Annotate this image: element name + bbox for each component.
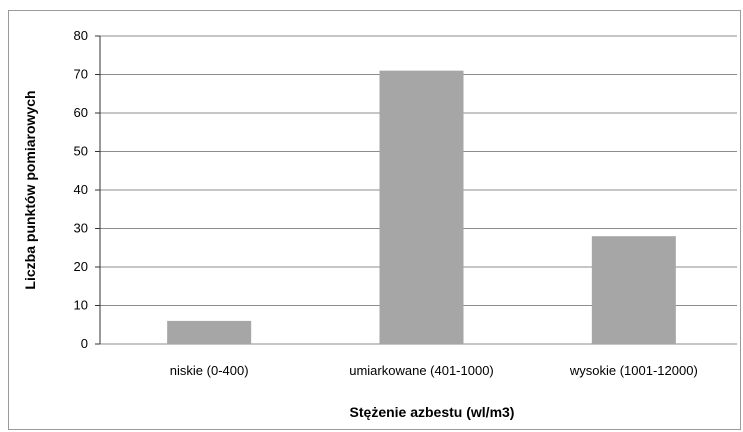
x-tick-label: niskie (0-400)	[170, 363, 249, 378]
y-axis-title: Liczba punktów pomiarowych	[22, 90, 38, 289]
bars	[167, 70, 676, 345]
y-tick-label: 0	[81, 336, 88, 351]
y-tick-label: 80	[74, 28, 88, 43]
x-tick-label: wysokie (1001-12000)	[569, 363, 698, 378]
bar-3	[591, 236, 676, 344]
y-tick-label: 40	[74, 182, 88, 197]
y-tick-labels: 0 10 20 30 40 50 60 70 80	[74, 28, 88, 351]
x-tick-labels: niskie (0-400) umiarkowane (401-1000) wyso…	[170, 363, 698, 378]
chart-frame	[8, 10, 741, 430]
bar-2	[379, 70, 464, 345]
y-tick-label: 50	[74, 144, 88, 159]
y-tick-label: 60	[74, 105, 88, 120]
bar-1	[167, 320, 252, 344]
y-tick-label: 70	[74, 67, 88, 82]
y-tick-label: 30	[74, 221, 88, 236]
y-tick-label: 20	[74, 259, 88, 274]
x-tick-label: umiarkowane (401-1000)	[349, 363, 494, 378]
x-axis-title: Stężenie azbestu (wl/m3)	[350, 404, 515, 420]
y-tick-label: 10	[74, 298, 88, 313]
